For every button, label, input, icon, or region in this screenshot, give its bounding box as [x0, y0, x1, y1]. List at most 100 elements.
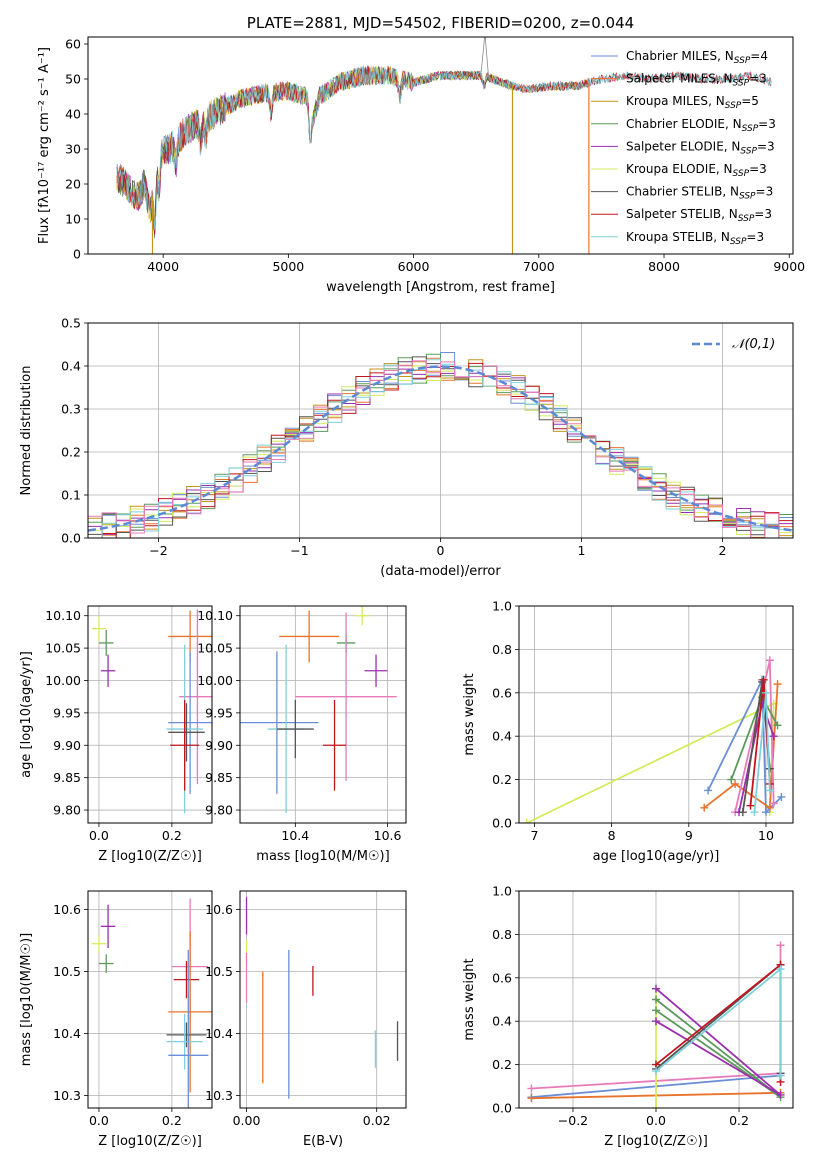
mass-weight-marker [759, 675, 768, 684]
y-tick-label: 10.3 [205, 1088, 233, 1103]
x-tick-label: 0.2 [162, 828, 182, 843]
legend-label: Kroupa STELIB, NSSP=3 [626, 230, 764, 247]
y-axis-label: mass weight [462, 958, 477, 1040]
mass_vs_ebv-grid [240, 891, 406, 1108]
mass_vs_Z-frame [87, 890, 213, 1109]
legend-series-name: Salpeter MILES [626, 72, 716, 86]
mass-weight-marker [727, 775, 736, 784]
legend-nssp-prefix: , N [717, 49, 734, 63]
y-tick-label: 10.05 [45, 641, 81, 656]
mass-weight-marker [776, 1071, 785, 1080]
spectrum-axes: 4000 5000 6000 7000 8000 9000 0 10 20 30 40 50 60 wav… [37, 14, 805, 295]
spectrum-line [116, 66, 589, 228]
y-tick-label: 40 [65, 107, 81, 122]
legend-nssp-subscript: SSP [725, 101, 742, 111]
legend-equals: = [757, 139, 767, 153]
weight_vs_Z-frame [518, 890, 794, 1109]
mass-weight-marker [527, 1094, 536, 1103]
spectrum-plot-area [116, 37, 772, 254]
mass-weight-marker [522, 819, 531, 823]
x-tick-label: 0.00 [233, 1113, 261, 1128]
legend-nssp-value: 3 [759, 72, 767, 86]
y-tick-label: 9.85 [53, 770, 81, 785]
mass-weight-marker [652, 1104, 660, 1108]
x-axis-label: Z [log10(Z/Z☉)] [604, 1134, 708, 1149]
spectrum-line [116, 66, 589, 232]
residuals-plot-area [88, 352, 793, 538]
mass-weight-marker [731, 779, 740, 788]
y-tick-label: 1.0 [492, 884, 512, 899]
weight_vs_age-axes: 7 8 9 10 0.0 0.2 0.4 0.6 0.8 1.0 age [log10(age/yr… [462, 599, 794, 864]
mass_vs_ebv-frame [239, 890, 407, 1109]
legend-nssp-prefix: , N [722, 185, 739, 199]
legend-label: 𝒩(0,1) [732, 337, 775, 352]
y-tick-label: 50 [65, 72, 81, 87]
mass-weight-marker [527, 1084, 536, 1093]
legend-nssp-value: 3 [767, 139, 775, 153]
mass-weight-marker [761, 808, 770, 817]
mass-weight-marker [776, 1090, 785, 1099]
x-tick-label: 8000 [648, 259, 680, 274]
y-axis-label: mass [log10(M/M☉)] [19, 933, 34, 1066]
legend-nssp-prefix: , N [721, 207, 738, 221]
age_vs_mass-axes: 10.4 10.6 9.80 9.85 9.90 9.95 10.00 10.05 10.10 m… [197, 605, 407, 864]
mass_vs_ebv-axes: 0.00 0.02 10.3 10.4 10.5 10.6 E(B-V) [205, 890, 407, 1149]
mass-weight-marker [652, 984, 660, 993]
spectrum-line [116, 65, 513, 235]
spectrum-line [116, 65, 772, 235]
age_vs_Z-frame [87, 605, 213, 824]
legend-equals: = [754, 207, 764, 221]
legend-nssp-prefix: , N [716, 162, 733, 176]
mass_vs_ebv-plot-area [245, 897, 399, 1099]
x-tick-label: −1 [290, 543, 308, 558]
x-tick-label: 9 [685, 828, 693, 843]
age_vs_mass-frame [239, 605, 407, 824]
x-tick-label: 0.2 [162, 1113, 182, 1128]
legend-nssp-value: 3 [764, 207, 772, 221]
y-tick-label: 0.0 [492, 1101, 512, 1116]
legend-nssp-subscript: SSP [740, 146, 757, 156]
x-tick-label: 1 [578, 543, 586, 558]
y-tick-label: 0.4 [492, 1014, 512, 1029]
mass-weight-marker [738, 808, 747, 817]
mass_vs_Z-plot-area [91, 898, 212, 1108]
y-tick-label: 1.0 [492, 599, 512, 614]
y-tick-label: 10.5 [53, 964, 81, 979]
x-tick-label: 9000 [773, 259, 805, 274]
mass-weight-marker [765, 656, 774, 665]
mass-weight-marker [700, 803, 709, 812]
x-axis-label: Z [log10(Z/Z☉)] [98, 1134, 202, 1149]
y-tick-label: 10.10 [45, 608, 81, 623]
x-tick-label: 0.0 [89, 1113, 109, 1128]
y-tick-label: 0.5 [61, 316, 81, 331]
spectrum-frame [87, 36, 794, 255]
mass-weight-marker [652, 1017, 660, 1026]
legend-equals: = [741, 94, 751, 108]
spectrum-line [116, 65, 513, 232]
mass-weight-marker [773, 680, 782, 689]
legend-nssp-subscript: SSP [730, 237, 747, 247]
y-tick-label: 10 [65, 212, 81, 227]
x-tick-label: −2 [149, 543, 167, 558]
age_vs_Z-plot-area [91, 609, 212, 814]
y-tick-label: 10.3 [53, 1088, 81, 1103]
y-tick-label: 0.2 [492, 1057, 512, 1072]
age_vs_mass-grid [240, 606, 406, 823]
y-tick-label: 0.8 [492, 642, 512, 657]
y-tick-label: 9.90 [205, 738, 233, 753]
x-axis-label: E(B-V) [303, 1134, 343, 1149]
legend-nssp-prefix: , N [724, 139, 741, 153]
x-axis-label: wavelength [Angstrom, rest frame] [326, 280, 555, 295]
legend-nssp-prefix: , N [713, 230, 730, 244]
y-tick-label: 10.10 [197, 608, 233, 623]
x-tick-label: 7 [530, 828, 538, 843]
legend-nssp-value: 5 [751, 94, 759, 108]
y-tick-label: 0 [73, 247, 81, 262]
y-tick-label: 9.80 [205, 803, 233, 818]
x-tick-label: 0.0 [646, 1113, 666, 1128]
weight_vs_Z-axes: −0.2 0.0 0.2 0.0 0.2 0.4 0.6 0.8 1.0 Z [log10(Z/Z… [462, 884, 794, 1149]
legend-equals: = [758, 117, 768, 131]
age_vs_Z-axes: 0.0 0.2 9.80 9.85 9.90 9.95 10.00 10.05 10.10 Z [… [19, 605, 213, 864]
